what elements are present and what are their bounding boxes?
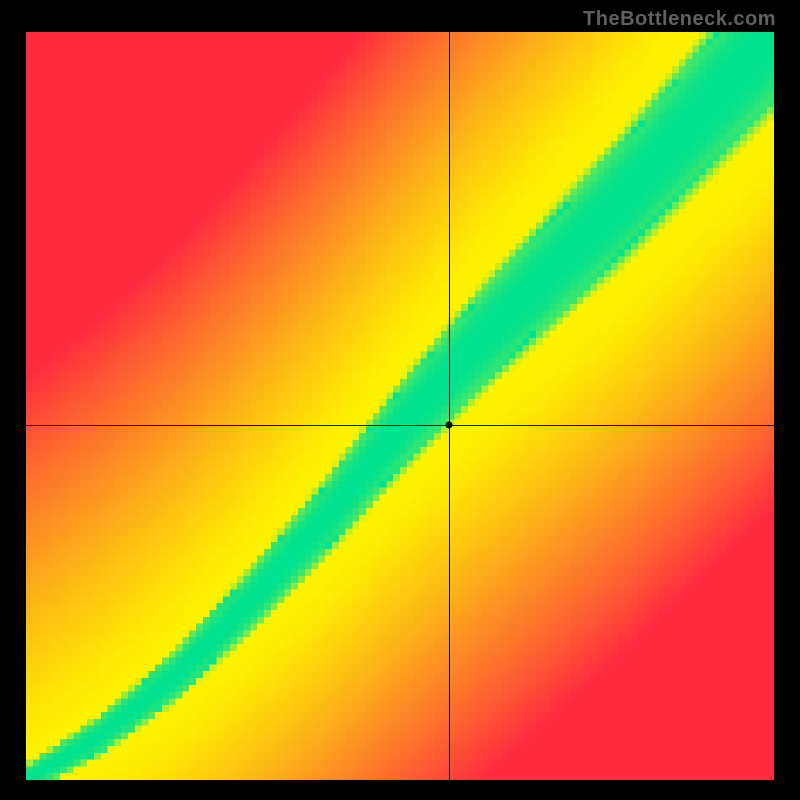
chart-container: TheBottleneck.com (0, 0, 800, 800)
watermark-text: TheBottleneck.com (583, 8, 776, 31)
crosshair-dot (445, 421, 452, 428)
heatmap-plot (26, 32, 774, 780)
crosshair-vertical (449, 32, 450, 780)
crosshair-horizontal (26, 425, 774, 426)
heatmap-canvas (26, 32, 774, 780)
